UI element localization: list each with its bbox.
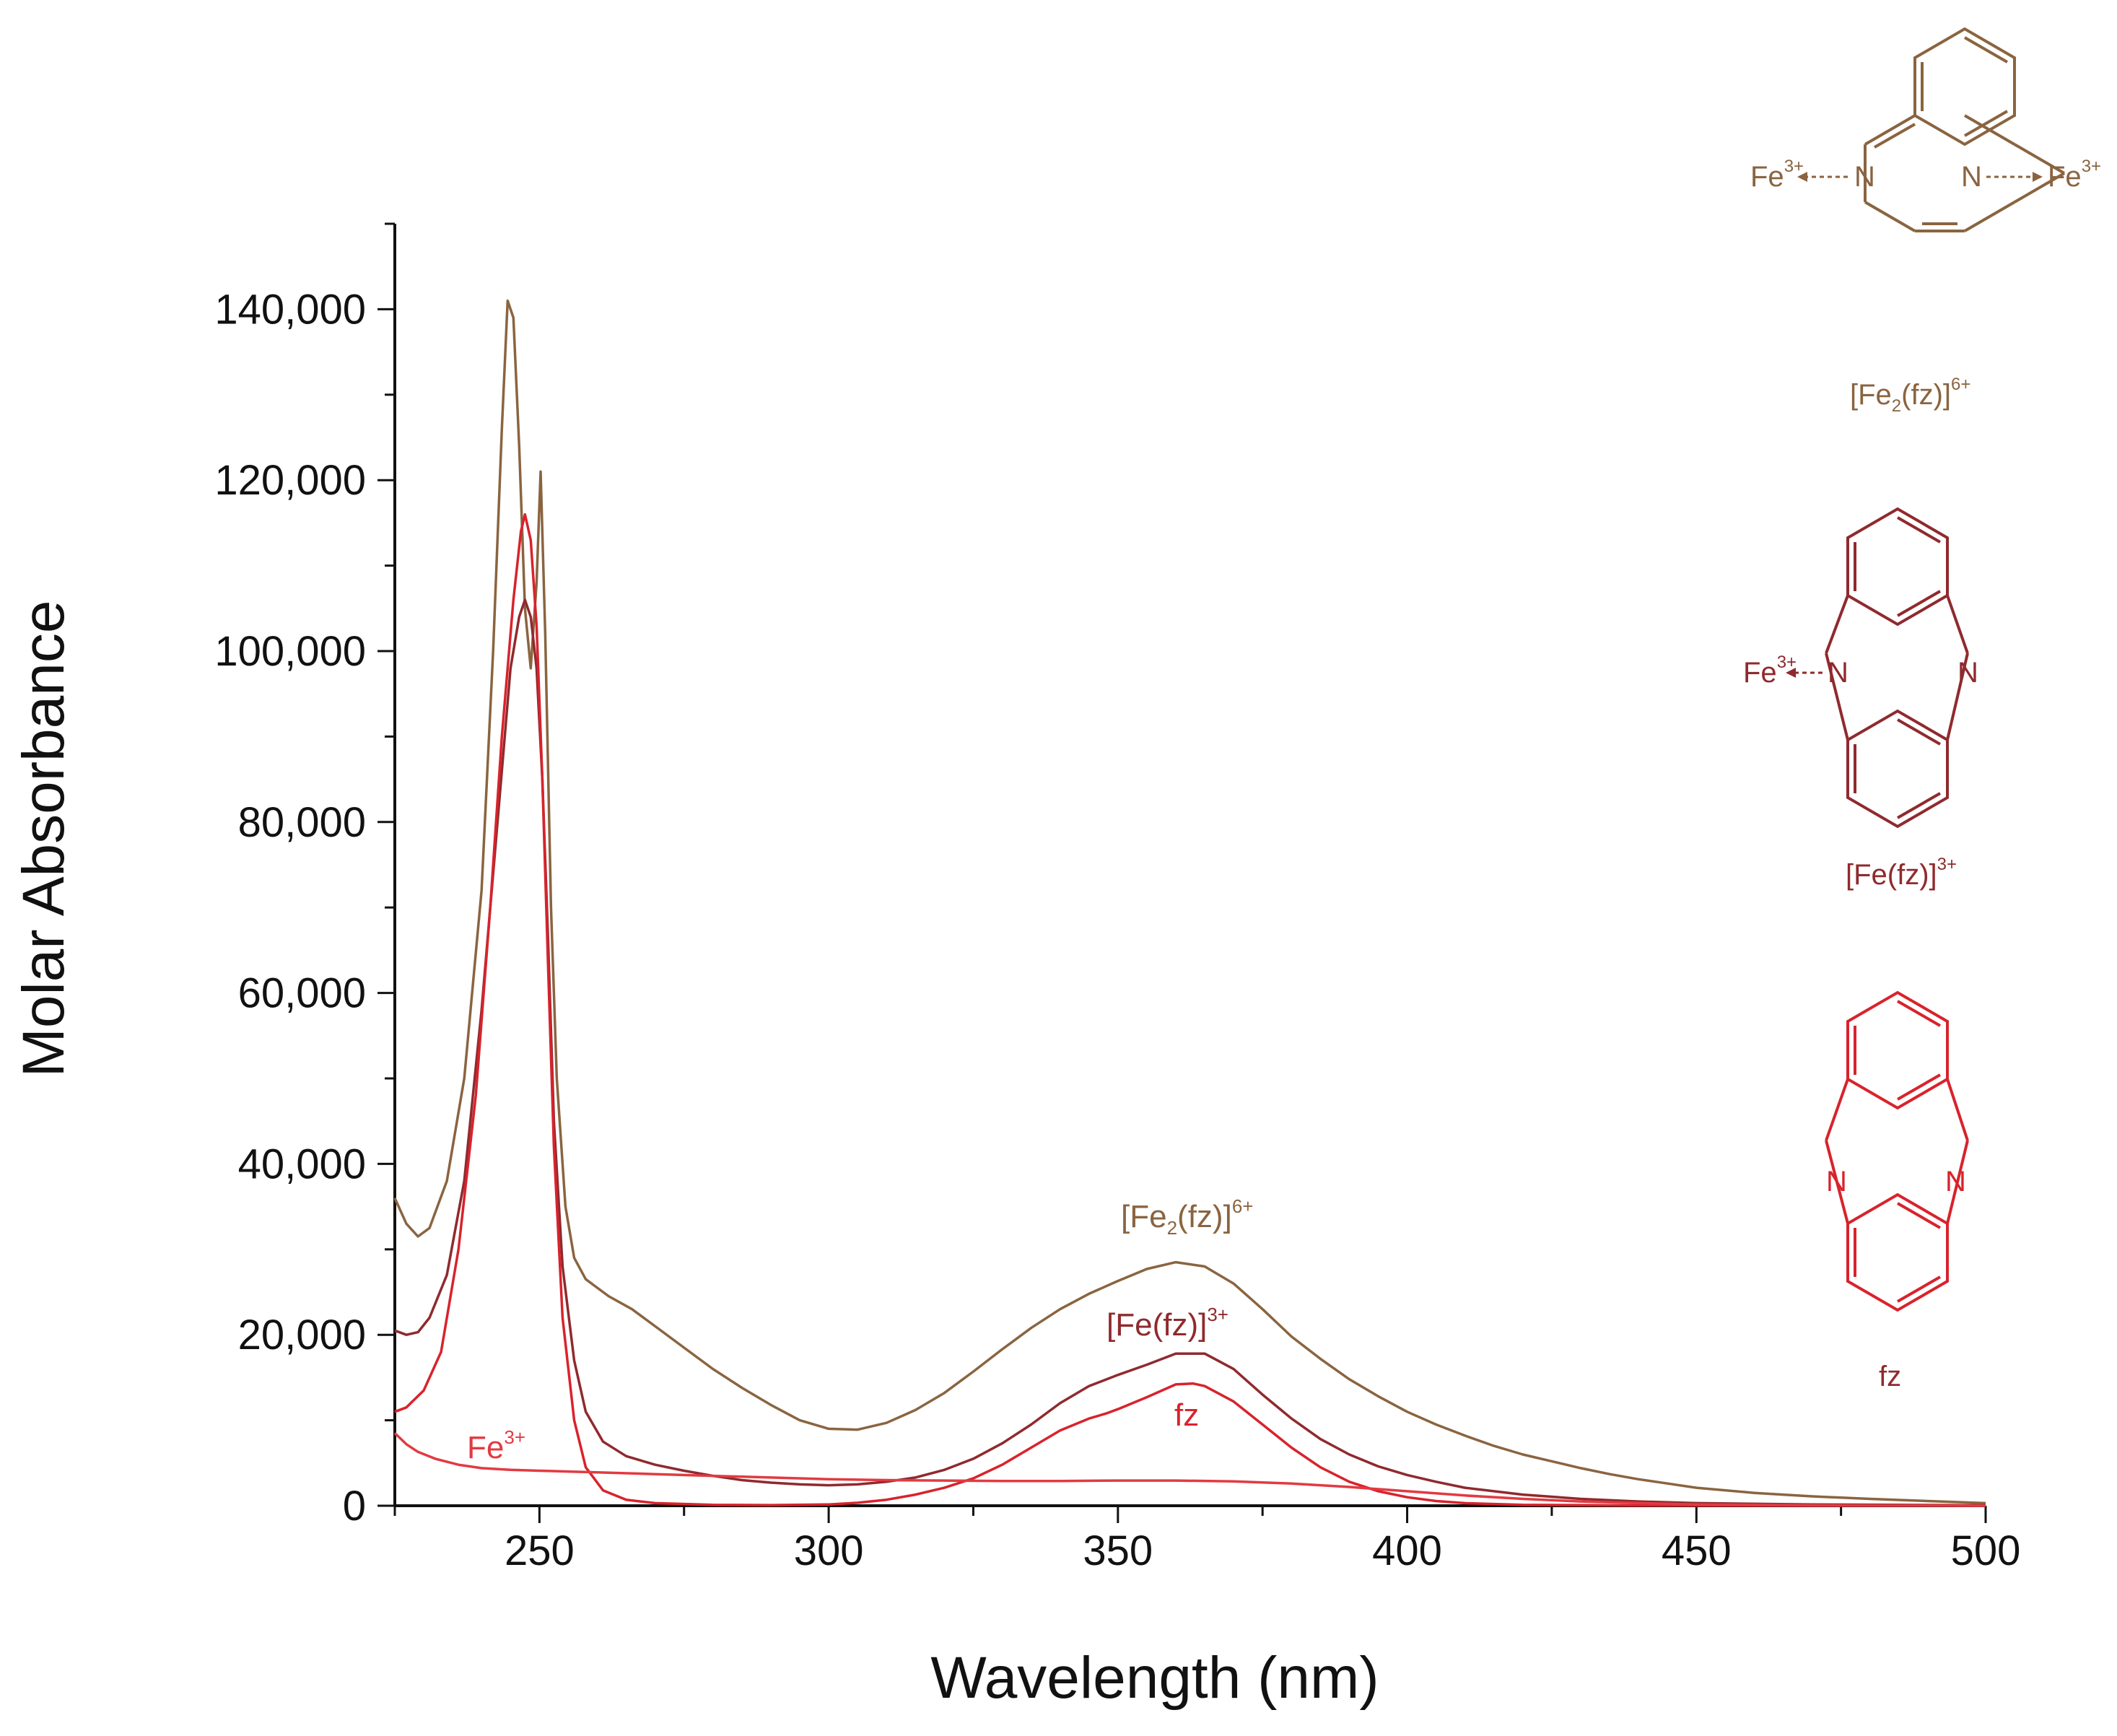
coordination-arrows — [1786, 172, 2043, 678]
series-line-0 — [393, 299, 1986, 1505]
y-tick-label: 80,000 — [238, 799, 366, 846]
x-tick-label: 300 — [794, 1527, 864, 1574]
y-tick-label: 60,000 — [238, 970, 366, 1017]
annotation-fe2fz: [Fe2(fz)]6+ — [1121, 1195, 1253, 1239]
y-tick-label: 0 — [343, 1483, 366, 1530]
fefz-n-left: N — [1828, 657, 1848, 689]
fefz-n-right: N — [1957, 657, 1978, 689]
fefz-caption: [Fe(fz)]3+ — [1846, 855, 1957, 891]
fefz-arrowhead-left — [1786, 668, 1796, 678]
x-tick-label: 250 — [505, 1527, 575, 1574]
fe2fz-n-right: N — [1961, 161, 1982, 193]
fz-caption: fz — [1879, 1361, 1901, 1392]
fz-n-right: N — [1945, 1166, 1966, 1198]
y-tick-label: 120,000 — [214, 457, 366, 504]
y-tick-label: 20,000 — [238, 1312, 366, 1358]
chart-series — [393, 299, 1986, 1507]
annotation-fefz: [Fe(fz)]3+ — [1106, 1304, 1228, 1343]
y-axis-title: Molar Absorbance — [11, 601, 77, 1078]
x-tick-label: 350 — [1083, 1527, 1153, 1574]
x-axis-title: Wavelength (nm) — [930, 1645, 1379, 1711]
fefz-fe-left: Fe3+ — [1743, 653, 1797, 689]
x-tick-label: 450 — [1662, 1527, 1732, 1574]
x-tick-label: 500 — [1951, 1527, 2021, 1574]
y-tick-label: 40,000 — [238, 1140, 366, 1187]
y-tick-label: 100,000 — [214, 628, 366, 675]
fe2fz-fe-left: Fe3+ — [1750, 157, 1804, 193]
y-tick-label: 140,000 — [214, 286, 366, 333]
x-tick-label: 400 — [1372, 1527, 1442, 1574]
structure-fefz — [1825, 507, 1969, 829]
series-line-2 — [394, 512, 1986, 1507]
annotation-fz: fz — [1174, 1397, 1199, 1433]
chart-axes: 0 20,000 40,000 60,000 80,000 100,000 120,000 1… — [214, 222, 2021, 1574]
structure-fe2fz — [1864, 27, 2066, 232]
annotation-fe3: Fe3+ — [467, 1426, 525, 1465]
fe2fz-n-left: N — [1854, 161, 1875, 193]
series-line-1 — [394, 598, 1986, 1507]
fz-n-left: N — [1826, 1166, 1847, 1198]
fe2fz-arrowhead-right — [2033, 172, 2043, 182]
fe2fz-fe-right: Fe3+ — [2048, 157, 2101, 193]
fe2fz-arrowhead-left — [1797, 172, 1807, 182]
structure-fz — [1825, 990, 1969, 1312]
series-line-3 — [393, 1432, 1986, 1507]
fe2fz-caption: [Fe2(fz)]6+ — [1850, 375, 1970, 416]
